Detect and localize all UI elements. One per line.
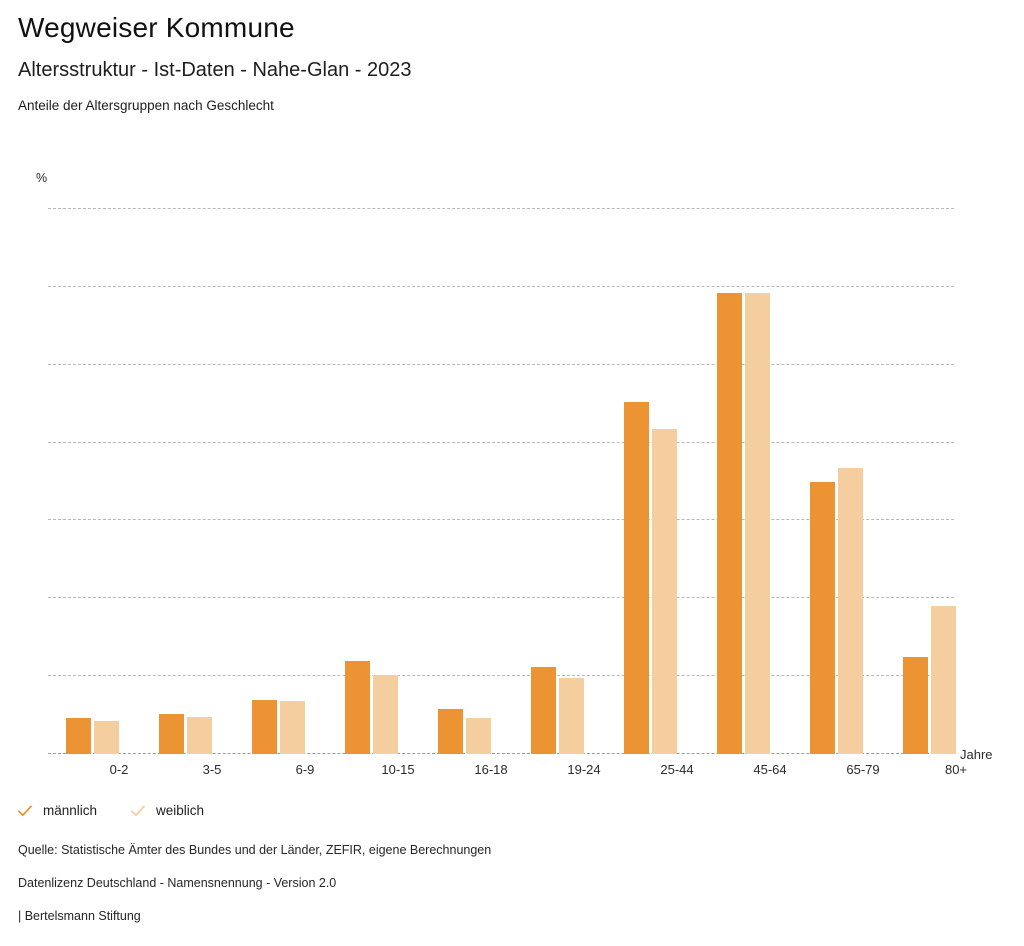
bar-maennlich[interactable] (903, 657, 928, 754)
bar-weiblich[interactable] (652, 428, 677, 754)
bar-weiblich[interactable] (187, 716, 212, 754)
plot-area: 051015202530350-23-56-910-1516-1819-2425… (48, 208, 967, 777)
gridline (48, 675, 954, 677)
bar-group: 25-44 (624, 209, 694, 777)
bar-group: 45-64 (717, 209, 787, 777)
bar-group: 10-15 (345, 209, 415, 777)
x-axis-tick-label: 6-9 (295, 762, 315, 777)
bar-group: 6-9 (252, 209, 314, 777)
bar-maennlich[interactable] (717, 293, 742, 754)
bar-weiblich[interactable] (559, 677, 584, 754)
license-text: Datenlizenz Deutschland - Namensnennung … (18, 876, 337, 890)
chart-header: Wegweiser Kommune Altersstruktur - Ist-D… (18, 12, 412, 114)
bar-maennlich[interactable] (159, 713, 184, 754)
bar-weiblich[interactable] (94, 721, 119, 754)
x-axis-tick-label: 3-5 (202, 762, 222, 777)
bar-group: 65-79 (810, 209, 880, 777)
bar-maennlich[interactable] (624, 402, 649, 754)
check-icon (131, 805, 145, 816)
bar-weiblich[interactable] (745, 293, 770, 754)
gridline (48, 441, 954, 443)
bar-group: 16-18 (438, 209, 508, 777)
x-axis-tick-label: 25-44 (660, 762, 694, 777)
check-icon (18, 805, 32, 816)
bar-weiblich[interactable] (466, 718, 491, 754)
x-axis-tick-label: 65-79 (846, 762, 880, 777)
bar-weiblich[interactable] (280, 701, 305, 754)
bar-maennlich[interactable] (531, 666, 556, 754)
bar-group: 19-24 (531, 209, 601, 777)
bar-maennlich[interactable] (252, 699, 277, 754)
chart-legend: männlich weiblich (18, 803, 204, 818)
page-title: Wegweiser Kommune (18, 12, 295, 43)
x-axis-tick-label: 80+ (944, 762, 968, 777)
x-axis-tick-label: 19-24 (567, 762, 601, 777)
gridline (48, 363, 954, 365)
x-axis-tick-label: 10-15 (381, 762, 415, 777)
publisher-text: | Bertelsmann Stiftung (18, 909, 141, 923)
chart-description: Anteile der Altersgruppen nach Geschlech… (18, 98, 274, 113)
x-axis-label: Jahre (960, 747, 993, 762)
bar-group: 0-2 (66, 209, 128, 777)
chart-subtitle: Altersstruktur - Ist-Daten - Nahe-Glan -… (18, 59, 412, 81)
legend-label: weiblich (156, 803, 205, 818)
bar-group: 80+ (903, 209, 967, 777)
legend-item-weiblich[interactable]: weiblich (131, 803, 204, 818)
legend-label: männlich (43, 803, 98, 818)
chart-footer: Quelle: Statistische Ämter des Bundes un… (18, 843, 491, 923)
bar-maennlich[interactable] (66, 718, 91, 754)
gridline (48, 208, 954, 209)
bar-group: 3-5 (159, 209, 221, 777)
gridline (48, 285, 954, 287)
x-axis-tick-label: 16-18 (474, 762, 508, 777)
gridline (48, 753, 954, 754)
source-text: Quelle: Statistische Ämter des Bundes un… (18, 843, 492, 857)
legend-item-maennlich[interactable]: männlich (18, 803, 97, 818)
bar-maennlich[interactable] (345, 660, 370, 754)
gridline (48, 519, 954, 521)
bar-maennlich[interactable] (810, 481, 835, 754)
gridline (48, 597, 954, 599)
bar-weiblich[interactable] (931, 606, 956, 754)
bar-weiblich[interactable] (838, 467, 863, 754)
y-axis-unit-label: % (36, 171, 48, 185)
x-axis-tick-label: 45-64 (753, 762, 787, 777)
bar-weiblich[interactable] (373, 674, 398, 754)
bar-chart: % Jahre 051015202530350-23-56-910-1516-1… (36, 171, 993, 777)
bar-maennlich[interactable] (438, 708, 463, 754)
x-axis-tick-label: 0-2 (109, 762, 129, 777)
